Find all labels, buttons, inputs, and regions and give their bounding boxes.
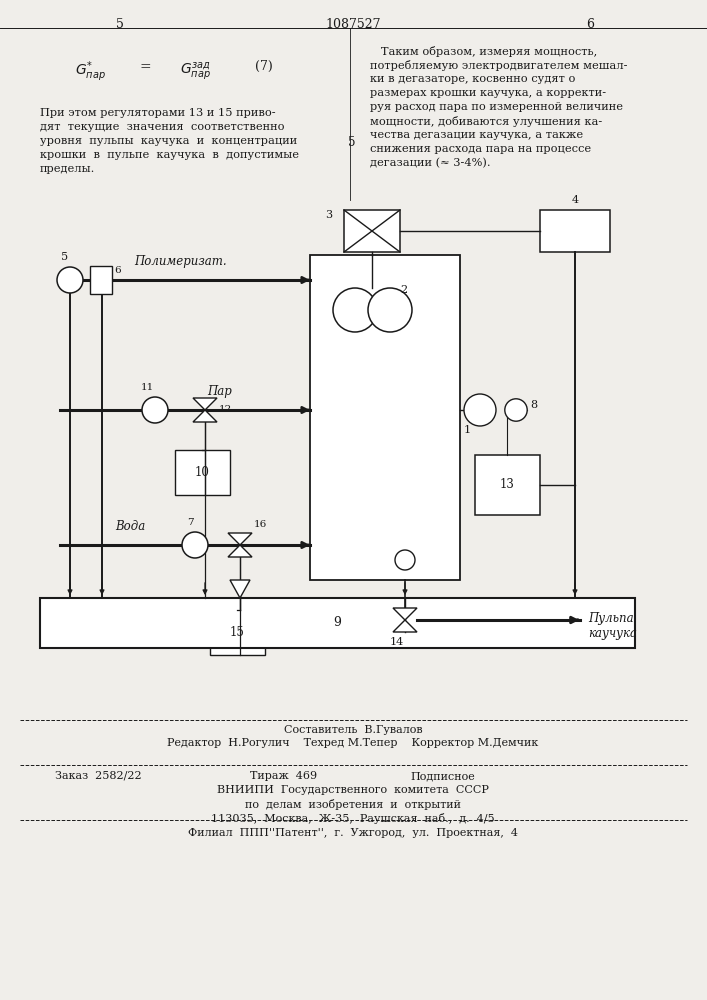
Text: Вода: Вода <box>115 520 145 533</box>
Text: Составитель  В.Гувалов: Составитель В.Гувалов <box>284 725 422 735</box>
Text: Таким образом, измеряя мощность,: Таким образом, измеряя мощность, <box>370 46 597 57</box>
Text: 1087527: 1087527 <box>325 18 381 31</box>
Circle shape <box>142 397 168 423</box>
Text: Редактор  Н.Рогулич    Техред М.Тепер    Корректор М.Демчик: Редактор Н.Рогулич Техред М.Тепер Коррек… <box>168 738 539 748</box>
Bar <box>540 210 610 252</box>
Polygon shape <box>228 533 252 545</box>
Text: 5: 5 <box>349 136 356 149</box>
Text: 8: 8 <box>530 400 537 410</box>
Text: дегазации (≈ 3-4%).: дегазации (≈ 3-4%). <box>370 158 491 168</box>
Text: $G^{зад}_{пар}$: $G^{зад}_{пар}$ <box>180 60 211 82</box>
Circle shape <box>395 550 415 570</box>
Text: 2: 2 <box>400 285 407 295</box>
Polygon shape <box>193 410 217 422</box>
Polygon shape <box>393 608 417 620</box>
Text: 13: 13 <box>500 479 515 491</box>
Text: 15: 15 <box>230 626 245 639</box>
Text: руя расход пара по измеренной величине: руя расход пара по измеренной величине <box>370 102 623 112</box>
Bar <box>90 266 112 294</box>
Text: дят  текущие  значения  соответственно: дят текущие значения соответственно <box>40 122 284 132</box>
Circle shape <box>464 394 496 426</box>
Polygon shape <box>228 545 252 557</box>
Text: 5: 5 <box>62 252 69 262</box>
Bar <box>175 450 230 495</box>
Text: Подписное: Подписное <box>410 771 474 781</box>
Text: 1: 1 <box>464 425 471 435</box>
Text: Заказ  2582/22: Заказ 2582/22 <box>55 771 141 781</box>
Text: по  делам  изобретения  и  открытий: по делам изобретения и открытий <box>245 799 461 810</box>
Text: $G^{*}_{пар}$: $G^{*}_{пар}$ <box>75 60 105 85</box>
Text: 10: 10 <box>194 466 209 479</box>
Text: 6: 6 <box>114 266 121 275</box>
Text: Пульпа
каучука: Пульпа каучука <box>588 612 637 640</box>
Text: 16: 16 <box>254 520 267 529</box>
Bar <box>344 210 400 252</box>
Text: 4: 4 <box>571 195 578 205</box>
Circle shape <box>57 267 83 293</box>
Text: ки в дегазаторе, косвенно судят о: ки в дегазаторе, косвенно судят о <box>370 74 575 84</box>
Text: пределы.: пределы. <box>40 164 95 174</box>
Text: потребляемую электродвигателем мешал-: потребляемую электродвигателем мешал- <box>370 60 628 71</box>
Circle shape <box>182 532 208 558</box>
Text: 3: 3 <box>325 210 332 220</box>
Text: 7: 7 <box>187 518 193 527</box>
Bar <box>40 598 635 648</box>
Text: 9: 9 <box>333 616 341 630</box>
Text: При этом регуляторами 13 и 15 приво-: При этом регуляторами 13 и 15 приво- <box>40 108 276 118</box>
Bar <box>210 610 265 655</box>
Circle shape <box>333 288 377 332</box>
Text: =: = <box>139 60 151 74</box>
Bar <box>475 455 540 515</box>
Text: размерах крошки каучука, а корректи-: размерах крошки каучука, а корректи- <box>370 88 606 98</box>
Text: 12: 12 <box>219 406 233 414</box>
Text: Пар: Пар <box>208 385 233 398</box>
Polygon shape <box>193 398 217 410</box>
Text: 14: 14 <box>390 637 404 647</box>
Circle shape <box>505 399 527 421</box>
Text: 5: 5 <box>116 18 124 31</box>
Polygon shape <box>393 620 417 632</box>
Text: Полимеризат.: Полимеризат. <box>134 255 226 268</box>
Text: мощности, добиваются улучшения ка-: мощности, добиваются улучшения ка- <box>370 116 602 127</box>
Text: крошки  в  пульпе  каучука  в  допустимые: крошки в пульпе каучука в допустимые <box>40 150 299 160</box>
Text: 11: 11 <box>141 383 153 392</box>
Circle shape <box>368 288 412 332</box>
Bar <box>310 255 460 580</box>
Text: 113035,  Москва,  Ж-35,  Раушская  наб.,  д.  4/5: 113035, Москва, Ж-35, Раушская наб., д. … <box>211 813 495 824</box>
Text: чества дегазации каучука, а также: чества дегазации каучука, а также <box>370 130 583 140</box>
Text: Тираж  469: Тираж 469 <box>250 771 317 781</box>
Text: Филиал  ППП''Патент'',  г.  Ужгород,  ул.  Проектная,  4: Филиал ППП''Патент'', г. Ужгород, ул. Пр… <box>188 828 518 838</box>
Text: (7): (7) <box>255 60 273 73</box>
Text: снижения расхода пара на процессе: снижения расхода пара на процессе <box>370 144 591 154</box>
Text: 6: 6 <box>586 18 594 31</box>
Text: уровня  пульпы  каучука  и  концентрации: уровня пульпы каучука и концентрации <box>40 136 297 146</box>
Polygon shape <box>230 580 250 598</box>
Text: ВНИИПИ  Государственного  комитета  СССР: ВНИИПИ Государственного комитета СССР <box>217 785 489 795</box>
